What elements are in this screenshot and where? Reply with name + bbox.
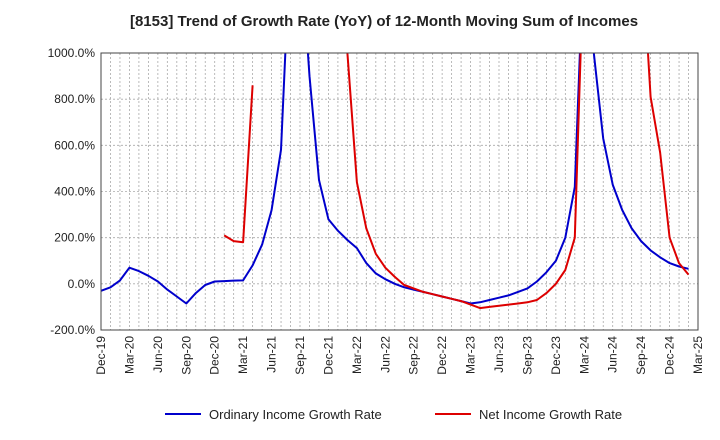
series-line-net-income [223, 85, 254, 244]
x-tick-label: Mar-25 [691, 336, 705, 374]
x-tick-label: Dec-21 [321, 336, 335, 375]
x-tick-label: Mar-22 [350, 336, 364, 374]
x-tick-label: Mar-21 [236, 336, 250, 374]
legend-label-net: Net Income Growth Rate [479, 407, 622, 422]
x-tick-label: Dec-22 [435, 336, 449, 375]
x-tick-label: Sep-22 [407, 336, 421, 375]
series-lines [101, 53, 690, 310]
legend-label-ordinary: Ordinary Income Growth Rate [209, 407, 382, 422]
y-tick-label: 800.0% [54, 92, 95, 106]
y-tick-label: 0.0% [68, 277, 96, 291]
x-axis-ticks: Dec-19 Mar-20 Jun-20 Sep-20 Dec-20 Mar-21 Jun-… [94, 336, 705, 375]
y-axis-ticks: 1000.0% 800.0% 600.0% 400.0% 200.0% 0.0% -200.… [48, 46, 96, 337]
x-tick-label: Dec-20 [208, 336, 222, 375]
x-tick-label: Jun-21 [265, 336, 279, 373]
y-tick-label: 400.0% [54, 185, 95, 199]
series-line-ordinary-income [101, 53, 689, 305]
x-tick-label: Jun-23 [492, 336, 506, 373]
chart-title: [8153] Trend of Growth Rate (YoY) of 12-… [130, 13, 638, 30]
x-tick-label: Dec-19 [94, 336, 108, 375]
x-tick-label: Jun-22 [378, 336, 392, 373]
y-tick-label: 200.0% [54, 231, 95, 245]
y-tick-label: 1000.0% [48, 46, 96, 60]
x-tick-label: Dec-24 [663, 336, 677, 375]
plot-frame [100, 52, 699, 331]
series-line-net-income [346, 53, 582, 310]
series-line-net-income [646, 53, 690, 276]
y-tick-label: -200.0% [50, 323, 95, 337]
x-tick-label: Mar-20 [122, 336, 136, 374]
y-tick-label: 600.0% [54, 138, 95, 152]
x-tick-label: Sep-21 [293, 336, 307, 375]
legend: Ordinary Income Growth Rate Net Income G… [165, 407, 622, 422]
x-tick-label: Mar-24 [577, 336, 591, 374]
x-tick-label: Dec-23 [549, 336, 563, 375]
x-tick-label: Sep-23 [520, 336, 534, 375]
x-tick-label: Jun-20 [151, 336, 165, 373]
x-tick-label: Sep-24 [634, 336, 648, 375]
x-tick-label: Mar-23 [464, 336, 478, 374]
x-tick-label: Sep-20 [179, 336, 193, 375]
grid [101, 53, 698, 330]
x-tick-label: Jun-24 [606, 336, 620, 373]
